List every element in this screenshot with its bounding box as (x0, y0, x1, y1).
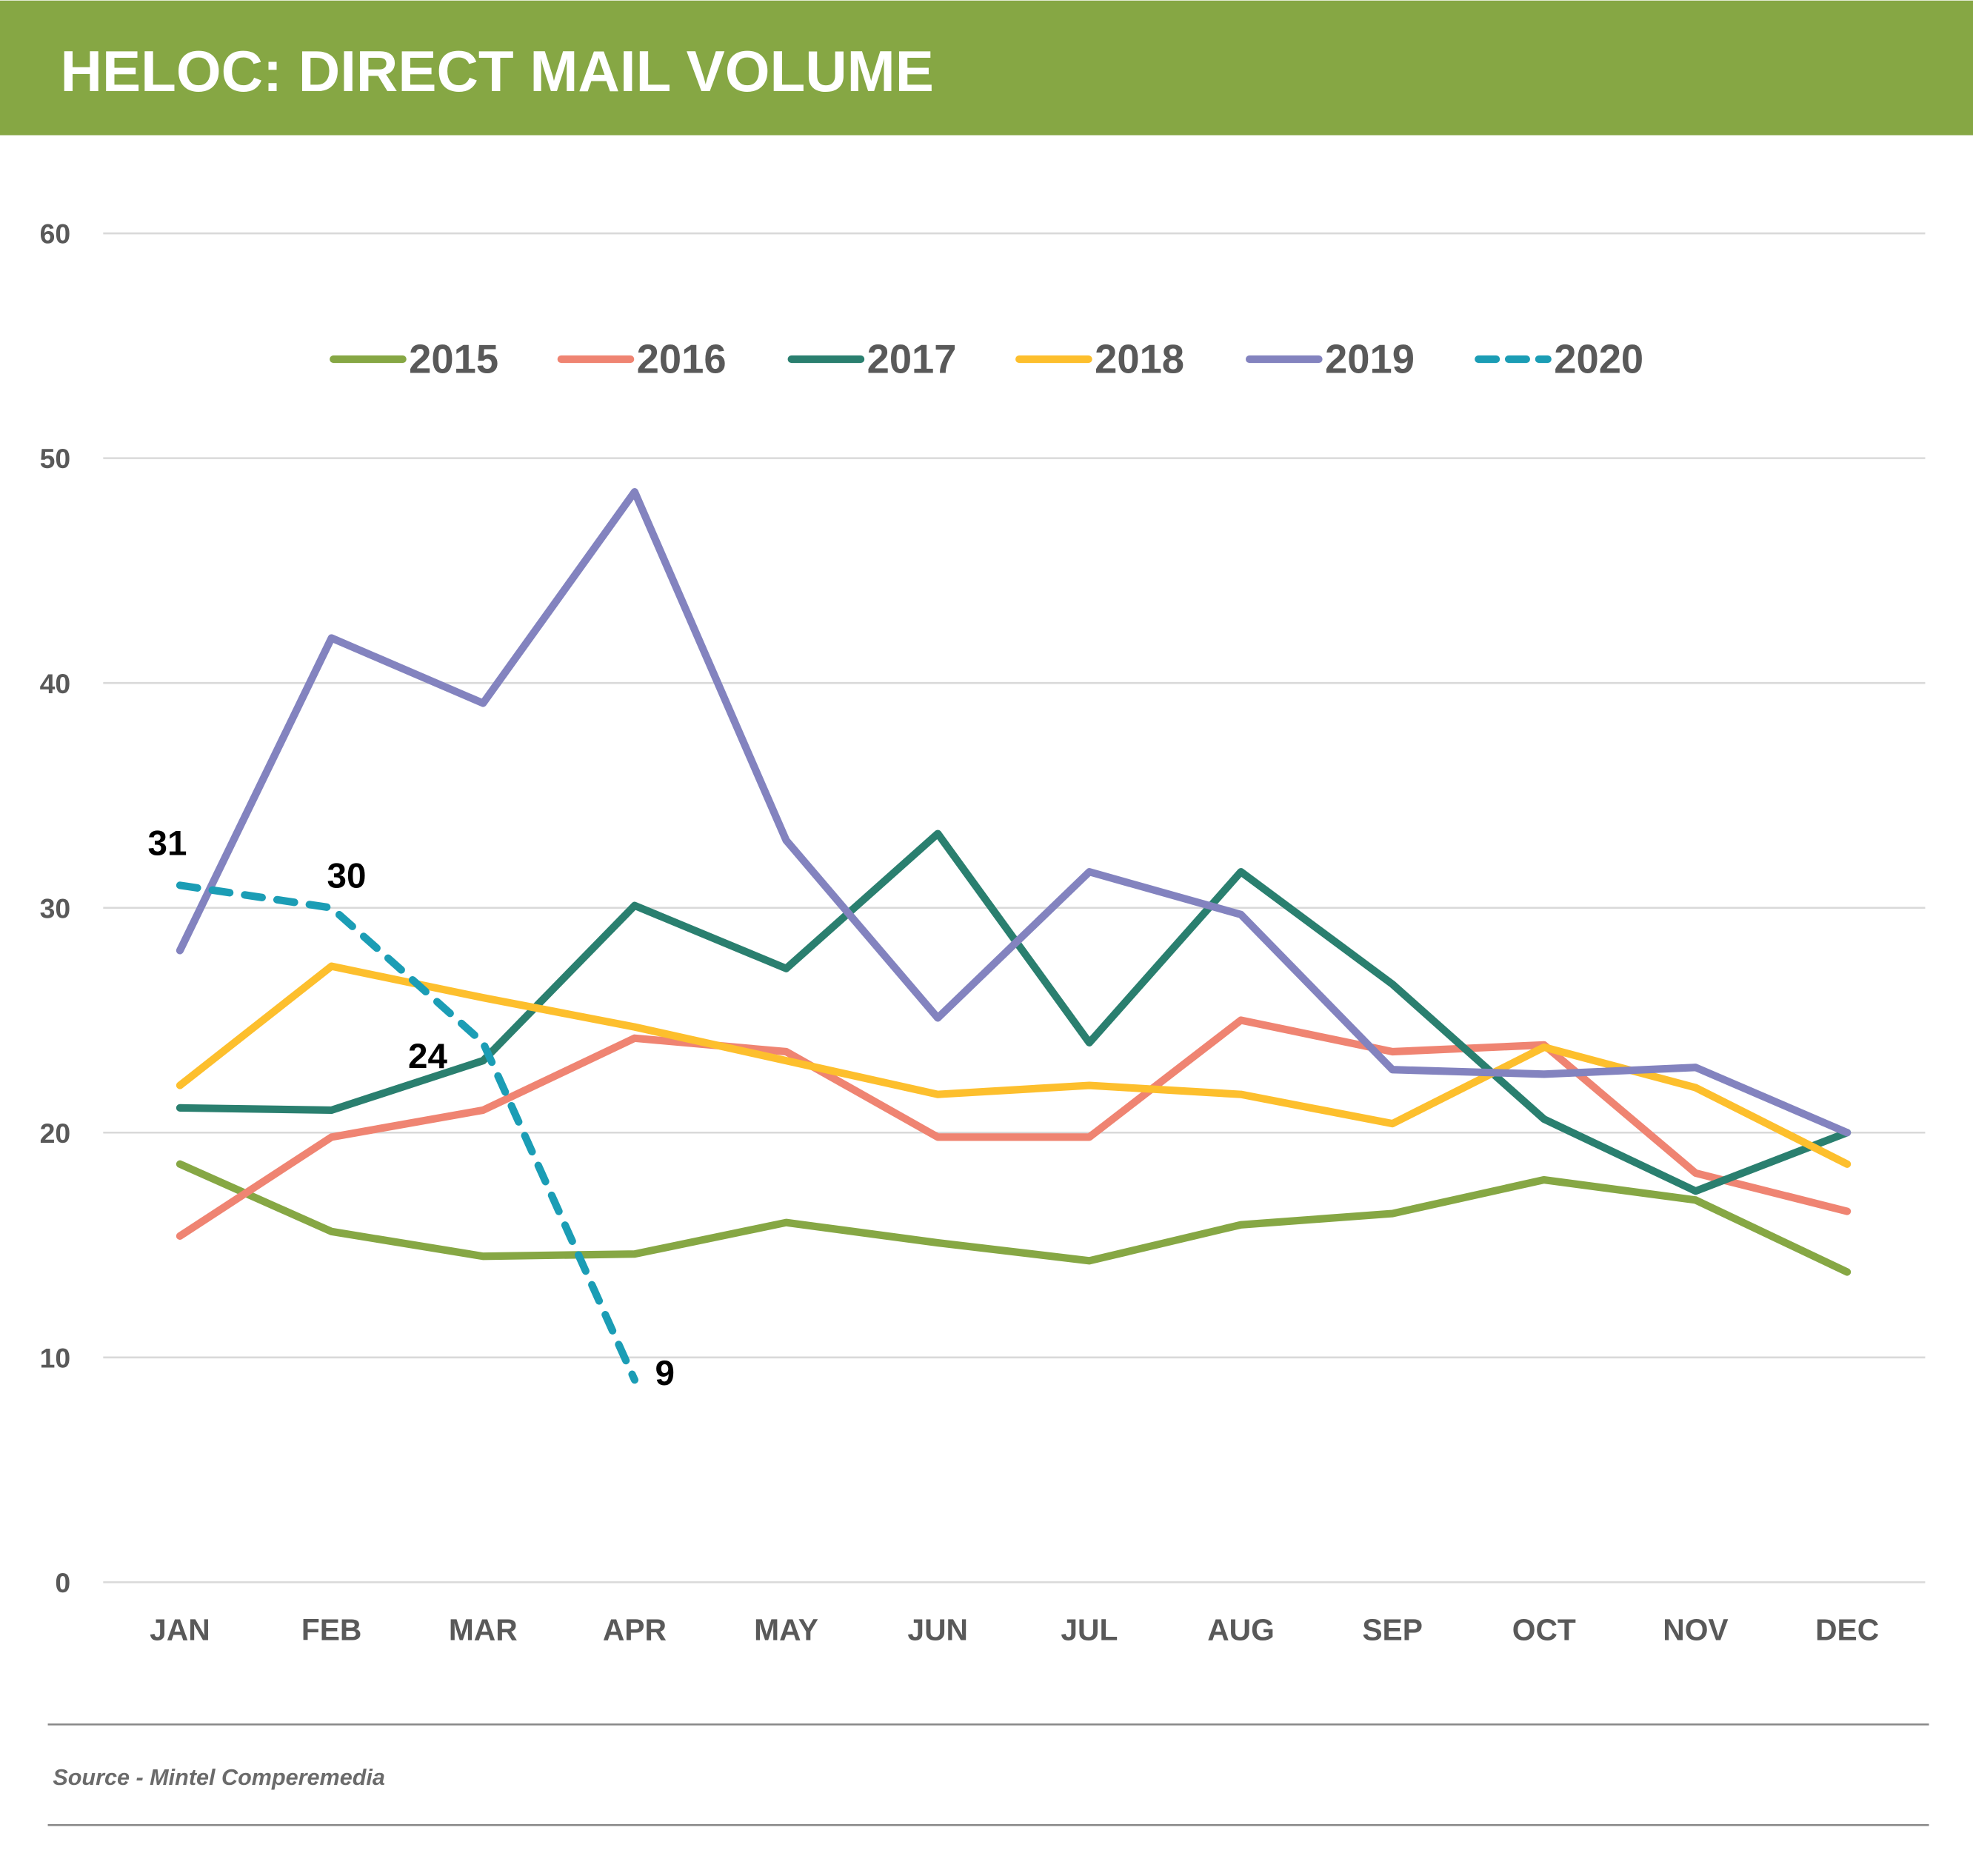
x-tick-label: FEB (301, 1613, 362, 1647)
y-tick-label: 10 (40, 1342, 71, 1373)
legend-item-2017: 2017 (787, 337, 957, 382)
x-tick-label: MAY (754, 1613, 818, 1647)
legend-label: 2019 (1325, 337, 1415, 382)
x-tick-label: MAR (449, 1613, 518, 1647)
legend-label: 2017 (867, 337, 957, 382)
source-note: Source - Mintel Comperemedia (53, 1765, 385, 1790)
series-line-2020 (176, 881, 639, 1384)
legend-item-2016: 2016 (557, 337, 727, 382)
y-tick-label: 50 (40, 443, 71, 474)
legend-item-2020: 2020 (1475, 337, 1643, 382)
data-label: 31 (148, 824, 187, 864)
x-tick-label: JUN (907, 1613, 968, 1647)
data-label: 24 (408, 1037, 447, 1076)
y-tick-label: 40 (40, 668, 71, 699)
x-tick-label: AUG (1207, 1613, 1275, 1647)
legend-label: 2020 (1554, 337, 1643, 382)
x-tick-label: JUL (1061, 1613, 1118, 1647)
chart-title: HELOC: DIRECT MAIL VOLUME (61, 39, 934, 104)
legend-label: 2015 (409, 337, 498, 382)
x-tick-label: APR (603, 1613, 667, 1647)
x-tick-label: OCT (1512, 1613, 1576, 1647)
x-tick-label: DEC (1815, 1613, 1879, 1647)
legend-label: 2016 (637, 337, 727, 382)
x-tick-label: NOV (1663, 1613, 1728, 1647)
series-line-2016 (176, 1016, 1852, 1241)
legend-label: 2018 (1095, 337, 1184, 382)
series-line-2017 (176, 829, 1852, 1195)
x-tick-label: JAN (150, 1613, 210, 1647)
y-tick-label: 20 (40, 1118, 71, 1149)
series-line-2019 (176, 488, 1852, 1137)
legend-item-2019: 2019 (1245, 337, 1415, 382)
data-label: 9 (655, 1354, 674, 1393)
data-label: 30 (327, 857, 367, 896)
y-tick-label: 60 (40, 218, 71, 250)
legend-item-2018: 2018 (1015, 337, 1184, 382)
y-tick-label: 0 (55, 1567, 70, 1598)
series-line-2018 (176, 962, 1852, 1168)
y-tick-label: 30 (40, 892, 71, 924)
legend-item-2015: 2015 (330, 337, 498, 382)
series-line-2015 (176, 1160, 1852, 1276)
x-tick-label: SEP (1362, 1613, 1423, 1647)
header-bar (0, 0, 1973, 136)
